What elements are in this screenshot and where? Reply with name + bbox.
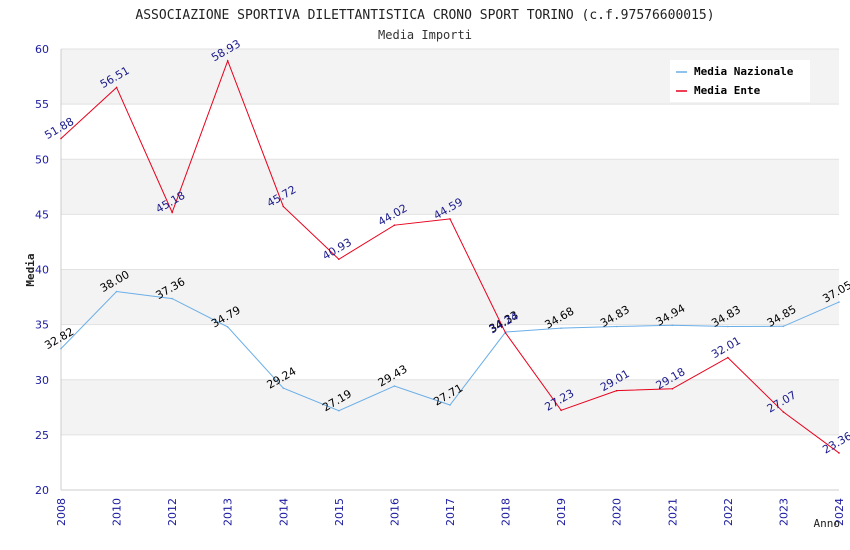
chart-title: ASSOCIAZIONE SPORTIVA DILETTANTISTICA CR… (135, 8, 714, 23)
legend-box (670, 60, 810, 102)
series-lines (60, 59, 840, 454)
legend-label-media-ente: Media Ente (694, 84, 761, 97)
data-point-media-ente (671, 387, 674, 390)
y-axis-label: Media (24, 253, 37, 286)
data-point-media-nazionale (838, 301, 840, 303)
data-point-media-nazionale (615, 325, 618, 328)
plot-background (61, 49, 839, 490)
data-point-media-ente (393, 224, 396, 226)
data-point-media-nazionale (115, 290, 118, 293)
x-tick-label: 2010 (111, 498, 124, 526)
plot-band (61, 379, 839, 435)
data-point-media-ente (449, 218, 451, 220)
legend-label-media-nazionale: Media Nazionale (694, 65, 794, 78)
x-tick-label: 2012 (166, 498, 179, 526)
x-tick-label: 2023 (777, 498, 790, 526)
x-tick-label: 2022 (722, 498, 735, 526)
data-point-media-nazionale (671, 324, 674, 327)
x-tick-label: 2020 (611, 498, 624, 526)
x-tick-label: 2021 (666, 498, 679, 526)
y-axis-ticks: 20 25 30 35 40 45 50 55 60 (35, 43, 49, 497)
y-tick-label: 35 (35, 319, 49, 332)
plot-band (61, 104, 839, 160)
data-point-media-ente (171, 211, 173, 214)
data-point-media-ente (226, 59, 229, 62)
data-point-media-nazionale (226, 326, 229, 328)
y-tick-label: 55 (35, 98, 49, 111)
x-tick-label: 2017 (444, 498, 457, 526)
x-axis-ticks: 2008 2010 2012 2013 2014 2015 2016 2017 2018 2019… (55, 498, 846, 526)
x-tick-label: 2008 (55, 498, 68, 526)
y-tick-label: 20 (35, 484, 49, 497)
data-point-media-ente (115, 86, 118, 89)
x-tick-label: 2018 (500, 498, 513, 526)
data-point-media-nazionale (449, 404, 451, 406)
y-tick-label: 30 (35, 374, 49, 387)
data-point-media-ente (782, 411, 785, 413)
data-point-media-ente (504, 332, 507, 334)
x-tick-label: 2019 (555, 498, 568, 526)
data-point-media-ente (615, 389, 618, 392)
x-tick-label: 2024 (833, 498, 846, 526)
plot-band (61, 214, 839, 270)
y-tick-label: 45 (35, 208, 49, 221)
data-point-media-ente (338, 258, 340, 261)
y-tick-label: 25 (35, 429, 49, 442)
y-tick-label: 50 (35, 153, 49, 166)
data-point-media-ente (727, 356, 729, 359)
plot-band (61, 159, 839, 215)
plot-band (61, 324, 839, 380)
plot-band (61, 434, 839, 490)
data-point-media-ente (282, 205, 285, 208)
x-axis-label: Anno (814, 517, 841, 530)
data-point-media-nazionale (282, 387, 285, 389)
x-tick-label: 2015 (333, 498, 346, 526)
chart-subtitle: Media Importi (378, 28, 472, 42)
y-tick-label: 60 (35, 43, 49, 56)
x-tick-label: 2014 (277, 498, 290, 526)
x-tick-label: 2013 (222, 498, 235, 526)
plot-band (61, 269, 839, 325)
legend: Media Nazionale Media Ente (670, 60, 810, 102)
grid-lines (60, 48, 839, 491)
x-tick-label: 2016 (388, 498, 401, 526)
data-point-media-nazionale (560, 327, 562, 329)
data-point-media-ente (838, 452, 840, 454)
data-point-media-nazionale (393, 385, 396, 387)
y-tick-label: 40 (35, 264, 49, 277)
data-point-media-ente (560, 409, 562, 412)
data-point-media-ente (60, 137, 62, 140)
data-point-media-nazionale (782, 325, 785, 328)
data-point-media-nazionale (171, 297, 173, 300)
data-point-media-nazionale (338, 409, 340, 412)
data-point-media-nazionale (727, 325, 729, 328)
data-point-media-nazionale (60, 347, 62, 350)
